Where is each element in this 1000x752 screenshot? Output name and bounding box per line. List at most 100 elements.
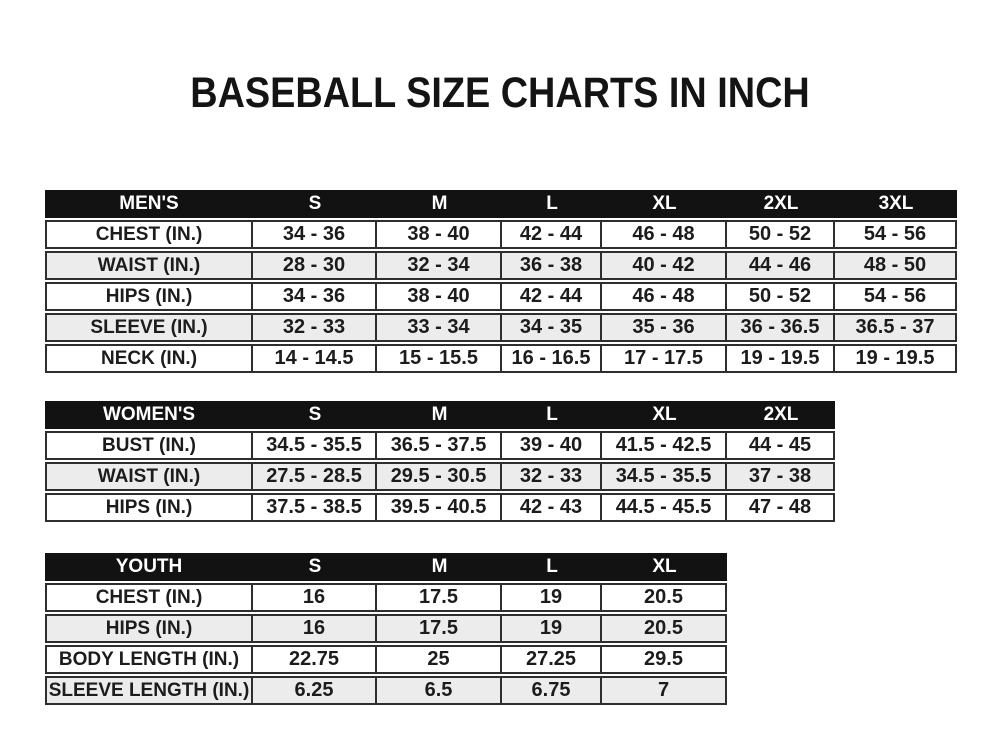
womens-size-table: WOMEN'S S M L XL 2XL BUST (IN.) 34.5 - 3… (45, 399, 835, 524)
row-label-cell: WAIST (IN.) (45, 462, 253, 491)
size-value-cell: 37.5 - 38.5 (253, 493, 377, 522)
page-title: BASEBALL SIZE CHARTS IN INCH (190, 69, 810, 117)
row-label-cell: SLEEVE (IN.) (45, 313, 253, 342)
size-value-cell: 6.5 (377, 676, 502, 705)
size-value-cell: 36 - 38 (502, 251, 602, 280)
size-value-cell: 16 (253, 614, 377, 643)
table-row: HIPS (IN.) 34 - 36 38 - 40 42 - 44 46 - … (45, 282, 957, 311)
row-label-cell: HIPS (IN.) (45, 282, 253, 311)
row-label-cell: BODY LENGTH (IN.) (45, 645, 253, 674)
size-value-cell: 36.5 - 37.5 (377, 431, 502, 460)
column-header-cell: M (377, 190, 502, 218)
size-value-cell: 42 - 44 (502, 220, 602, 249)
mens-header-row: MEN'S S M L XL 2XL 3XL (45, 190, 957, 218)
column-header-cell: S (253, 553, 377, 581)
row-label-cell: NECK (IN.) (45, 344, 253, 373)
table-row: BODY LENGTH (IN.) 22.75 25 27.25 29.5 (45, 645, 727, 674)
size-value-cell: 16 - 16.5 (502, 344, 602, 373)
size-value-cell: 39.5 - 40.5 (377, 493, 502, 522)
mens-size-table: MEN'S S M L XL 2XL 3XL CHEST (IN.) 34 - … (45, 188, 957, 375)
size-value-cell: 17.5 (377, 614, 502, 643)
column-header-cell: 2XL (727, 190, 835, 218)
column-header-cell: MEN'S (45, 190, 253, 218)
youth-header-row: YOUTH S M L XL (45, 553, 727, 581)
size-value-cell: 36 - 36.5 (727, 313, 835, 342)
size-value-cell: 34.5 - 35.5 (602, 462, 727, 491)
size-value-cell: 32 - 33 (502, 462, 602, 491)
table-row: CHEST (IN.) 34 - 36 38 - 40 42 - 44 46 -… (45, 220, 957, 249)
size-value-cell: 35 - 36 (602, 313, 727, 342)
size-value-cell: 50 - 52 (727, 220, 835, 249)
row-label-cell: SLEEVE LENGTH (IN.) (45, 676, 253, 705)
womens-header-row: WOMEN'S S M L XL 2XL (45, 401, 835, 429)
size-value-cell: 47 - 48 (727, 493, 835, 522)
size-value-cell: 19 (502, 614, 602, 643)
row-label-cell: CHEST (IN.) (45, 583, 253, 612)
size-value-cell: 7 (602, 676, 727, 705)
row-label-cell: WAIST (IN.) (45, 251, 253, 280)
size-value-cell: 29.5 (602, 645, 727, 674)
size-value-cell: 44 - 45 (727, 431, 835, 460)
size-value-cell: 39 - 40 (502, 431, 602, 460)
size-value-cell: 16 (253, 583, 377, 612)
table-row: HIPS (IN.) 37.5 - 38.5 39.5 - 40.5 42 - … (45, 493, 835, 522)
size-value-cell: 29.5 - 30.5 (377, 462, 502, 491)
size-value-cell: 44 - 46 (727, 251, 835, 280)
size-value-cell: 48 - 50 (835, 251, 957, 280)
size-value-cell: 19 (502, 583, 602, 612)
size-value-cell: 42 - 44 (502, 282, 602, 311)
row-label-cell: CHEST (IN.) (45, 220, 253, 249)
column-header-cell: 2XL (727, 401, 835, 429)
size-value-cell: 54 - 56 (835, 282, 957, 311)
size-value-cell: 19 - 19.5 (727, 344, 835, 373)
size-value-cell: 25 (377, 645, 502, 674)
column-header-cell: XL (602, 401, 727, 429)
column-header-cell: L (502, 401, 602, 429)
column-header-cell: YOUTH (45, 553, 253, 581)
size-value-cell: 32 - 33 (253, 313, 377, 342)
column-header-cell: M (377, 401, 502, 429)
size-value-cell: 34 - 35 (502, 313, 602, 342)
size-value-cell: 19 - 19.5 (835, 344, 957, 373)
size-value-cell: 17.5 (377, 583, 502, 612)
size-value-cell: 27.25 (502, 645, 602, 674)
size-value-cell: 27.5 - 28.5 (253, 462, 377, 491)
row-label-cell: BUST (IN.) (45, 431, 253, 460)
size-value-cell: 33 - 34 (377, 313, 502, 342)
size-value-cell: 50 - 52 (727, 282, 835, 311)
size-value-cell: 17 - 17.5 (602, 344, 727, 373)
size-value-cell: 6.25 (253, 676, 377, 705)
size-value-cell: 20.5 (602, 614, 727, 643)
table-row: SLEEVE (IN.) 32 - 33 33 - 34 34 - 35 35 … (45, 313, 957, 342)
column-header-cell: XL (602, 190, 727, 218)
column-header-cell: S (253, 401, 377, 429)
table-row: HIPS (IN.) 16 17.5 19 20.5 (45, 614, 727, 643)
table-row: NECK (IN.) 14 - 14.5 15 - 15.5 16 - 16.5… (45, 344, 957, 373)
size-value-cell: 34.5 - 35.5 (253, 431, 377, 460)
size-value-cell: 46 - 48 (602, 282, 727, 311)
size-value-cell: 46 - 48 (602, 220, 727, 249)
table-row: CHEST (IN.) 16 17.5 19 20.5 (45, 583, 727, 612)
column-header-cell: 3XL (835, 190, 957, 218)
table-row: BUST (IN.) 34.5 - 35.5 36.5 - 37.5 39 - … (45, 431, 835, 460)
row-label-cell: HIPS (IN.) (45, 614, 253, 643)
size-value-cell: 54 - 56 (835, 220, 957, 249)
size-value-cell: 40 - 42 (602, 251, 727, 280)
size-value-cell: 38 - 40 (377, 282, 502, 311)
column-header-cell: L (502, 553, 602, 581)
size-value-cell: 36.5 - 37 (835, 313, 957, 342)
column-header-cell: L (502, 190, 602, 218)
column-header-cell: WOMEN'S (45, 401, 253, 429)
size-value-cell: 14 - 14.5 (253, 344, 377, 373)
size-value-cell: 28 - 30 (253, 251, 377, 280)
row-label-cell: HIPS (IN.) (45, 493, 253, 522)
table-row: SLEEVE LENGTH (IN.) 6.25 6.5 6.75 7 (45, 676, 727, 705)
size-value-cell: 6.75 (502, 676, 602, 705)
column-header-cell: M (377, 553, 502, 581)
size-value-cell: 15 - 15.5 (377, 344, 502, 373)
size-value-cell: 34 - 36 (253, 282, 377, 311)
table-row: WAIST (IN.) 28 - 30 32 - 34 36 - 38 40 -… (45, 251, 957, 280)
size-value-cell: 44.5 - 45.5 (602, 493, 727, 522)
size-value-cell: 41.5 - 42.5 (602, 431, 727, 460)
column-header-cell: XL (602, 553, 727, 581)
